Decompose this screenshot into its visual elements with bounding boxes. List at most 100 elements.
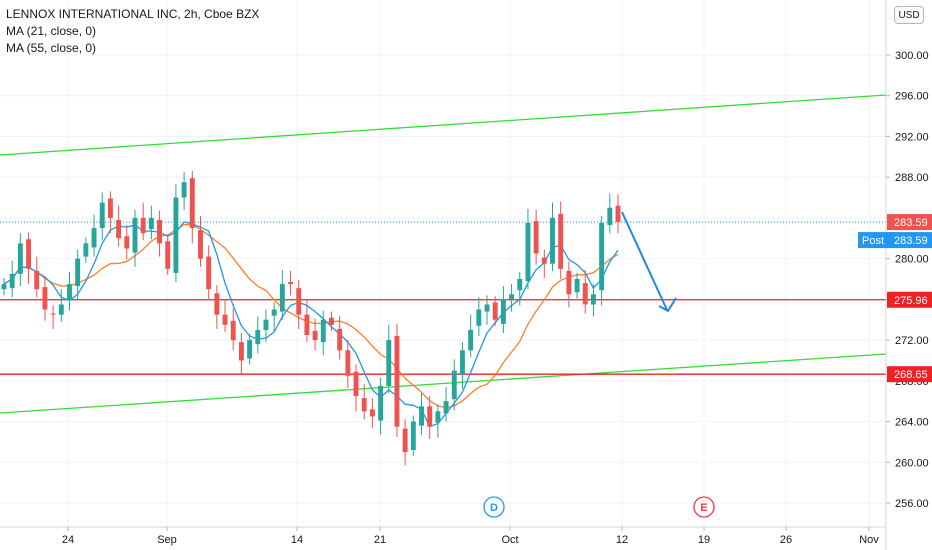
candle-body (124, 236, 130, 249)
candle-body (525, 223, 531, 282)
candle-body (582, 283, 588, 305)
candle-body (386, 340, 392, 386)
candle-body (312, 330, 318, 341)
event-marker-e (693, 496, 715, 518)
post-tag-label: Post (862, 235, 884, 247)
y-tick-label: 260.00 (895, 457, 929, 469)
level-1-badge-bg (887, 291, 932, 308)
candle-body (255, 329, 261, 345)
candle-body (337, 328, 343, 351)
candle-body (353, 371, 359, 397)
candle-body (558, 213, 564, 269)
candle-body (345, 350, 351, 376)
candle-body (214, 293, 220, 315)
candle-body (484, 304, 490, 312)
candle-body (500, 299, 506, 324)
candle-body (329, 317, 334, 325)
level-2-badge-bg (887, 366, 932, 383)
forecast-arrow-shaft (621, 211, 668, 311)
candle-body (263, 319, 269, 330)
x-tick-label: 12 (616, 534, 628, 546)
y-tick-label: 256.00 (895, 498, 929, 510)
candle-body (83, 243, 89, 257)
currency-button[interactable]: USD (894, 6, 924, 24)
candle-body (116, 219, 122, 239)
candle-body (550, 217, 555, 264)
candle-body (476, 309, 482, 326)
candle-body (148, 217, 154, 230)
y-tick-label: 288.00 (895, 172, 929, 184)
candle-body (132, 217, 138, 253)
y-tick-label: 280.00 (895, 254, 929, 266)
candle-body (189, 178, 195, 229)
candle-body (288, 282, 293, 285)
candle-body (165, 241, 171, 269)
candle-body (599, 223, 605, 291)
candle-body (222, 314, 228, 325)
candle-body (140, 217, 146, 234)
candle-body (247, 340, 253, 359)
candle-body (590, 294, 596, 305)
candle-body (1, 284, 7, 290)
candle-body (42, 287, 48, 310)
candle-body (402, 428, 408, 453)
post-price-badge-bg (887, 232, 932, 249)
candle-body (9, 273, 15, 289)
candle-body (17, 243, 23, 274)
candle-body (378, 385, 384, 421)
candle-body (443, 401, 449, 414)
candle-body (492, 302, 498, 320)
candle-body (615, 205, 621, 222)
post-tag-bg (858, 232, 887, 249)
upper-channel-line (0, 94, 887, 156)
x-tick-label: Oct (501, 534, 518, 546)
candle-body (34, 270, 40, 290)
candle-body (419, 406, 424, 426)
candle-body (468, 329, 474, 351)
x-tick-label: 19 (698, 534, 710, 546)
candle-body (361, 398, 367, 412)
candle-body (173, 197, 179, 273)
post-price-badge: 283.59 (894, 235, 928, 247)
level-2-badge: 268.65 (894, 369, 928, 381)
x-tick-label: Sep (157, 534, 177, 546)
candle-body (107, 198, 113, 218)
candle-body (230, 320, 236, 341)
candle-body (435, 411, 441, 423)
last-price-badge-bg (887, 214, 932, 231)
candle-body (157, 219, 163, 244)
event-marker-d (483, 496, 505, 518)
ma55-line (3, 224, 619, 409)
candle-body (533, 220, 539, 254)
candle-body (517, 279, 523, 291)
level-1-badge: 275.96 (894, 295, 928, 307)
candle-body (296, 288, 302, 315)
y-tick-label: 272.00 (895, 335, 929, 347)
x-tick-label: 14 (291, 534, 303, 546)
candle-body (541, 257, 547, 264)
candle-body (91, 228, 97, 248)
candle-body (50, 313, 56, 315)
candle-body (410, 421, 416, 451)
candle-body (279, 284, 285, 312)
candle-body (99, 202, 105, 229)
candle-body (304, 314, 310, 335)
candle-body (607, 207, 613, 226)
candle-body (238, 342, 244, 361)
candle-body (320, 319, 326, 343)
ma21-line (3, 221, 619, 428)
candle-body (427, 406, 433, 427)
y-tick-label: 300.00 (895, 50, 929, 62)
candle-body (67, 284, 72, 301)
candle-body (369, 409, 375, 417)
symbol-title: LENNOX INTERNATIONAL INC, 2h, Cboe BZX (6, 7, 260, 21)
candle-body (566, 270, 572, 295)
event-marker-letter: D (490, 502, 498, 514)
candle-body (58, 304, 64, 315)
lower-channel-line (0, 353, 887, 414)
candle-body (459, 350, 465, 375)
y-tick-label: 264.00 (895, 417, 929, 429)
candle-body (181, 182, 187, 198)
